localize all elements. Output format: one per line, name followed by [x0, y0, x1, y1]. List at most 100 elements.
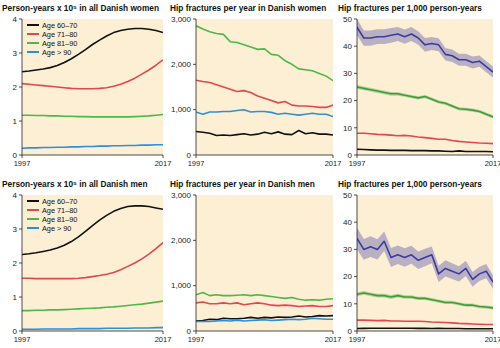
- y-tick: [354, 19, 357, 20]
- x-tick: [196, 155, 197, 158]
- title: Hip fractures per year in Danish men: [170, 179, 315, 189]
- legend-label: Age 60–70: [42, 21, 77, 30]
- x-axis: [357, 155, 493, 156]
- y-tick-label: 2: [13, 83, 18, 92]
- plot-background: [357, 19, 493, 155]
- x-axis: [22, 155, 163, 156]
- series-line: [22, 145, 163, 148]
- series-line: [357, 320, 493, 324]
- legend-label: Age > 90: [42, 224, 71, 233]
- series-line: [22, 328, 163, 330]
- legend: Age 60–70Age 71–80Age 81–90Age > 90: [27, 197, 77, 233]
- y-tick-label: 20: [343, 96, 352, 105]
- x-tick: [357, 331, 358, 334]
- x-tick-label: 2017: [485, 159, 500, 168]
- panel: Hip fractures per year in Danish men01,0…: [170, 179, 341, 344]
- legend-swatch: [27, 24, 39, 26]
- x-tick-label: 2017: [155, 335, 172, 344]
- y-tick: [19, 263, 22, 264]
- x-tick: [333, 155, 334, 158]
- y-tick-label: 50: [343, 15, 352, 24]
- plot-data: [357, 19, 493, 152]
- panel: Hip fractures per 1,000 person-years0102…: [338, 3, 500, 168]
- series-line: [22, 243, 163, 279]
- series-line: [22, 206, 163, 255]
- y-tick: [354, 331, 357, 332]
- y-tick-label: 40: [343, 42, 352, 51]
- x-axis: [357, 331, 493, 332]
- y-tick: [19, 229, 22, 230]
- y-axis: [357, 195, 358, 331]
- y-tick: [19, 121, 22, 122]
- y-tick-label: 2,000: [171, 60, 192, 69]
- y-tick: [193, 240, 196, 241]
- y-tick-label: 2,000: [171, 236, 192, 245]
- y-axis: [22, 195, 23, 331]
- x-axis: [22, 331, 163, 332]
- x-tick: [163, 331, 164, 334]
- plot-data: [22, 206, 163, 329]
- series-line: [357, 27, 493, 72]
- title: Hip fractures per year in Danish women: [170, 3, 326, 13]
- x-tick-label: 2017: [325, 335, 342, 344]
- plot-data: [357, 228, 493, 329]
- x-tick: [493, 331, 494, 334]
- legend-swatch: [27, 33, 39, 35]
- series-line: [357, 87, 493, 117]
- x-tick-label: 1997: [349, 159, 366, 168]
- y-tick: [193, 285, 196, 286]
- legend-label: Age 71–80: [42, 30, 77, 39]
- series-line: [357, 327, 493, 329]
- y-tick: [354, 73, 357, 74]
- x-tick: [493, 155, 494, 158]
- x-tick-label: 2017: [325, 159, 342, 168]
- series-line: [196, 318, 333, 321]
- y-tick: [19, 297, 22, 298]
- y-axis: [196, 19, 197, 155]
- y-axis: [196, 195, 197, 331]
- series-line: [196, 131, 333, 136]
- series-line: [22, 60, 163, 89]
- plot-background: [357, 195, 493, 331]
- y-tick-label: 20: [343, 272, 352, 281]
- y-tick: [193, 64, 196, 65]
- series-line: [357, 239, 493, 283]
- legend-swatch: [27, 227, 39, 229]
- y-tick: [19, 331, 22, 332]
- legend-label: Age 60–70: [42, 197, 77, 206]
- legend-label: Age 81–90: [42, 215, 77, 224]
- plot-background: [196, 19, 333, 155]
- legend-swatch: [27, 200, 39, 202]
- legend-swatch: [27, 209, 39, 211]
- y-tick-label: 1,000: [171, 281, 192, 290]
- y-tick-label: 4: [13, 191, 18, 200]
- y-tick-label: 2: [13, 259, 18, 268]
- title: Hip fractures per 1,000 person-years: [338, 3, 482, 13]
- y-tick-label: 1,000: [171, 105, 192, 114]
- title: Hip fractures per 1,000 person-years: [338, 179, 482, 189]
- y-tick-label: 30: [343, 245, 352, 254]
- series-line: [196, 80, 333, 107]
- x-tick-label: 2017: [155, 159, 172, 168]
- y-tick-label: 4: [13, 15, 18, 24]
- x-tick: [357, 155, 358, 158]
- plot-background: [22, 19, 163, 155]
- y-axis: [357, 19, 358, 155]
- y-axis: [22, 19, 23, 155]
- panel: Hip fractures per 1,000 person-years0102…: [338, 179, 500, 344]
- series-line: [196, 292, 333, 300]
- x-tick: [22, 155, 23, 158]
- series-line: [196, 26, 333, 81]
- y-tick: [193, 195, 196, 196]
- y-tick: [19, 87, 22, 88]
- x-tick: [22, 331, 23, 334]
- y-tick: [19, 19, 22, 20]
- y-tick: [354, 46, 357, 47]
- y-tick: [193, 331, 196, 332]
- y-tick-label: 1: [13, 117, 18, 126]
- x-tick: [333, 331, 334, 334]
- y-tick-label: 1: [13, 293, 18, 302]
- legend-swatch: [27, 218, 39, 220]
- series-line: [22, 115, 163, 117]
- x-tick: [163, 155, 164, 158]
